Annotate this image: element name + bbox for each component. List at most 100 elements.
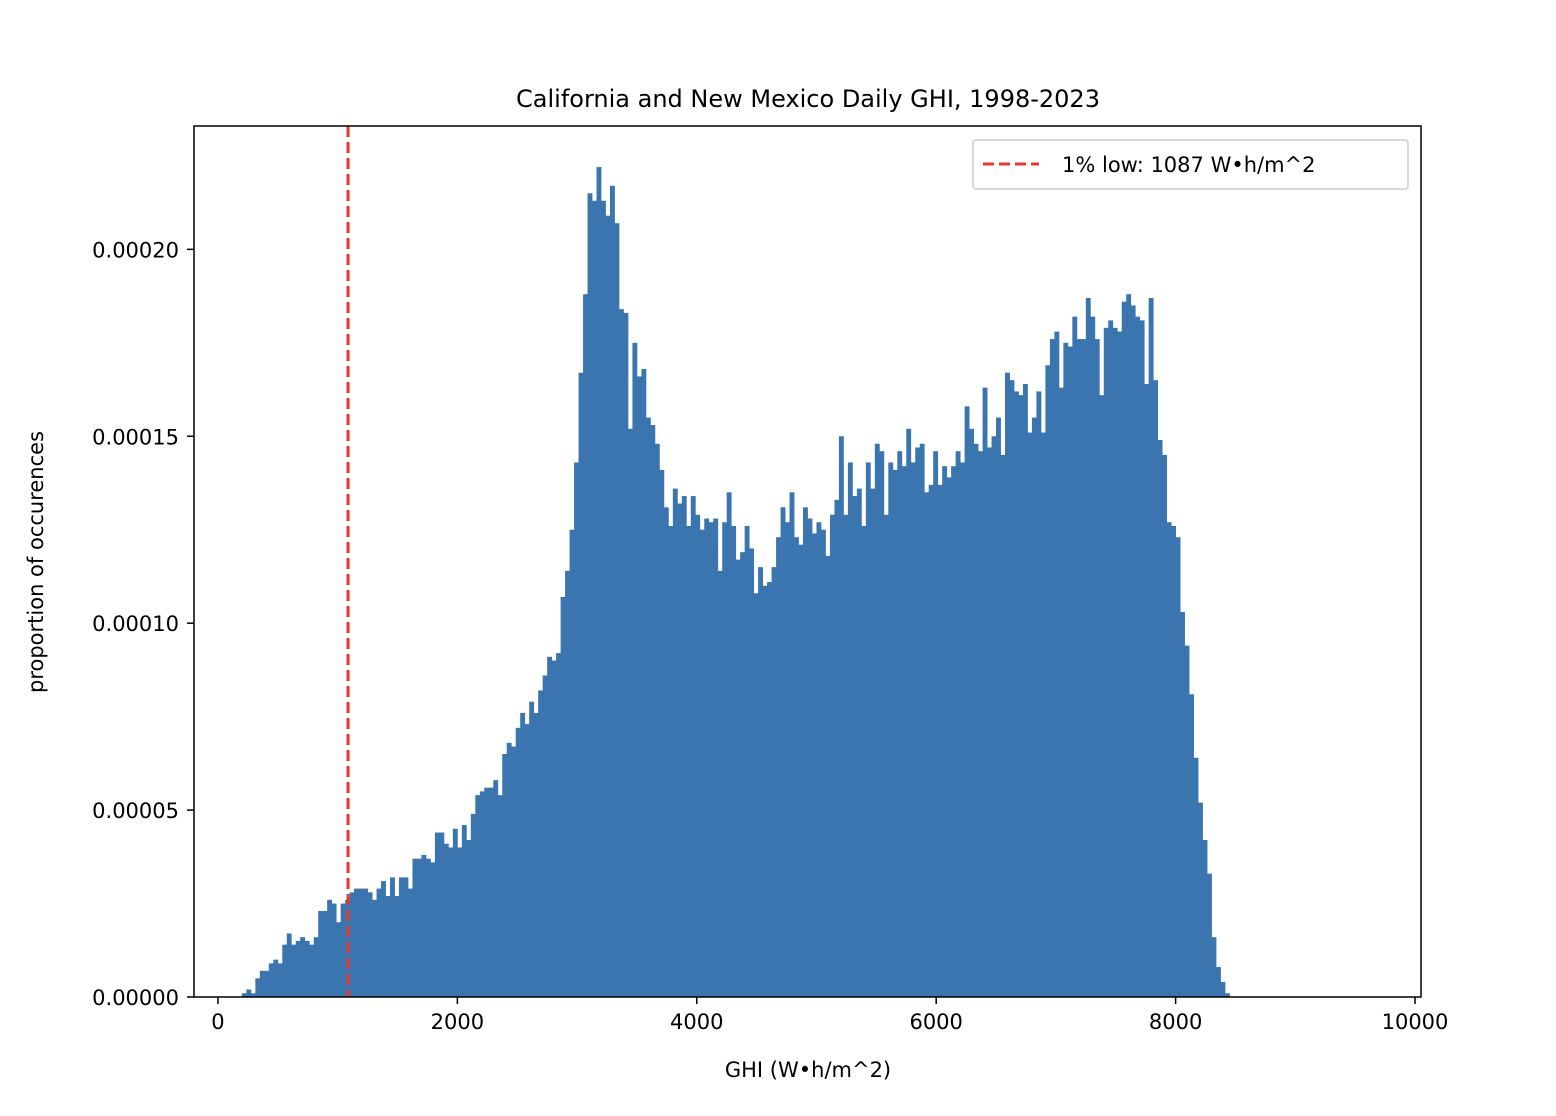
histogram-bar (982, 387, 988, 997)
histogram-bar (915, 447, 921, 998)
histogram-bar (919, 443, 925, 997)
histogram-bar (241, 993, 247, 997)
histogram-bar (1171, 525, 1176, 997)
histogram-bar (425, 858, 431, 997)
histogram-bar (479, 791, 485, 997)
histogram-bar (601, 200, 606, 997)
histogram-bar (892, 469, 898, 997)
histogram-bar (277, 963, 283, 997)
histogram-bar (1099, 395, 1105, 997)
histogram-bar (681, 496, 687, 997)
histogram-bar (367, 892, 373, 997)
histogram-bar (699, 529, 705, 997)
histogram-bar (1081, 339, 1087, 998)
histogram-bar (726, 492, 732, 997)
histogram-bar (511, 746, 517, 997)
histogram-bar (520, 712, 526, 997)
y-tick-label: 0.00005 (92, 799, 179, 823)
histogram-bar (502, 754, 508, 997)
histogram-bar (803, 507, 808, 997)
histogram-bar (856, 488, 862, 997)
histogram-bar (838, 436, 844, 997)
histogram-bar (1058, 387, 1064, 997)
histogram-bar (1189, 694, 1194, 997)
histogram-bar (910, 462, 916, 997)
histogram-bar (816, 522, 822, 997)
histogram-bar (461, 825, 467, 997)
histogram-bar (1224, 993, 1230, 997)
histogram-bar (578, 372, 584, 998)
histogram-bar (928, 484, 934, 997)
histogram-bar (695, 514, 701, 997)
histogram-bar (978, 451, 983, 998)
histogram-bar (596, 167, 602, 997)
histogram-bar (304, 940, 310, 997)
histogram-bar (286, 933, 292, 997)
histogram-bar (246, 989, 252, 997)
histogram-bar (1126, 294, 1132, 998)
histogram-bar (623, 312, 629, 997)
histogram-bar (515, 727, 521, 997)
histogram-bar (493, 780, 499, 997)
histogram-bar (713, 518, 719, 997)
histogram-bar (870, 488, 876, 997)
histogram-bar (753, 593, 759, 997)
histogram-bar (1005, 372, 1010, 998)
x-axis-ticks: 0 2000 4000 6000 8000 10000 (211, 997, 1448, 1034)
histogram-bar (731, 525, 737, 997)
histogram-bar (452, 828, 458, 997)
histogram-bar (556, 653, 561, 997)
histogram-bar (659, 469, 665, 997)
histogram-bar (879, 451, 885, 998)
x-tick-label: 0 (211, 1010, 224, 1034)
histogram-bar (1157, 440, 1163, 997)
histogram-bar (861, 525, 867, 997)
legend-box (972, 139, 1409, 190)
histogram-bar (749, 548, 755, 997)
histogram-bar (996, 417, 1001, 998)
histogram-bar (484, 787, 490, 997)
histogram-bar (542, 675, 548, 997)
histogram-bars (241, 167, 1230, 998)
histogram-bar (946, 477, 952, 997)
histogram-bar (533, 712, 539, 997)
chart-title: California and New Mexico Daily GHI, 199… (516, 85, 1100, 113)
y-axis-ticks: 0.00000 0.00005 0.00010 0.00015 0.00020 (92, 238, 194, 1010)
histogram-bar (1049, 339, 1055, 998)
histogram-bar (1148, 297, 1154, 998)
legend-entry-label: 1% low: 1087 W•h/m^2 (1062, 153, 1316, 177)
histogram-bar (663, 507, 669, 997)
axes-frame (193, 125, 1422, 998)
histogram-bar (1027, 432, 1033, 997)
histogram-bar (264, 970, 270, 997)
histogram-bar (340, 903, 346, 997)
histogram-bar (654, 443, 660, 997)
histogram-bar (390, 877, 395, 997)
histogram-bar (758, 567, 764, 997)
histogram-bar (641, 368, 647, 998)
histogram-bar (1130, 305, 1136, 997)
histogram-bar (1014, 391, 1019, 997)
y-tick-label: 0.00000 (92, 986, 179, 1010)
histogram-bar (1139, 320, 1145, 997)
histogram-bar (1108, 320, 1114, 997)
histogram-bar (794, 537, 799, 997)
histogram-bar (538, 690, 544, 997)
histogram-bar (1162, 454, 1168, 998)
histogram-bar (960, 462, 966, 997)
histogram-bar (933, 451, 939, 998)
histogram-bar (416, 858, 422, 997)
histogram-bar (1085, 297, 1091, 998)
histogram-bar (551, 660, 557, 997)
histogram-bar (1076, 339, 1082, 998)
histogram-bar (807, 518, 813, 997)
histogram-bar (650, 425, 656, 997)
histogram-bar (888, 462, 894, 997)
histogram-bar (776, 537, 781, 997)
histogram-bar (1144, 383, 1150, 997)
histogram-bar (1112, 327, 1118, 997)
histogram-bar (843, 514, 849, 997)
histogram-bar (412, 858, 418, 997)
histogram-bar (430, 862, 436, 997)
histogram-bar (399, 877, 404, 997)
